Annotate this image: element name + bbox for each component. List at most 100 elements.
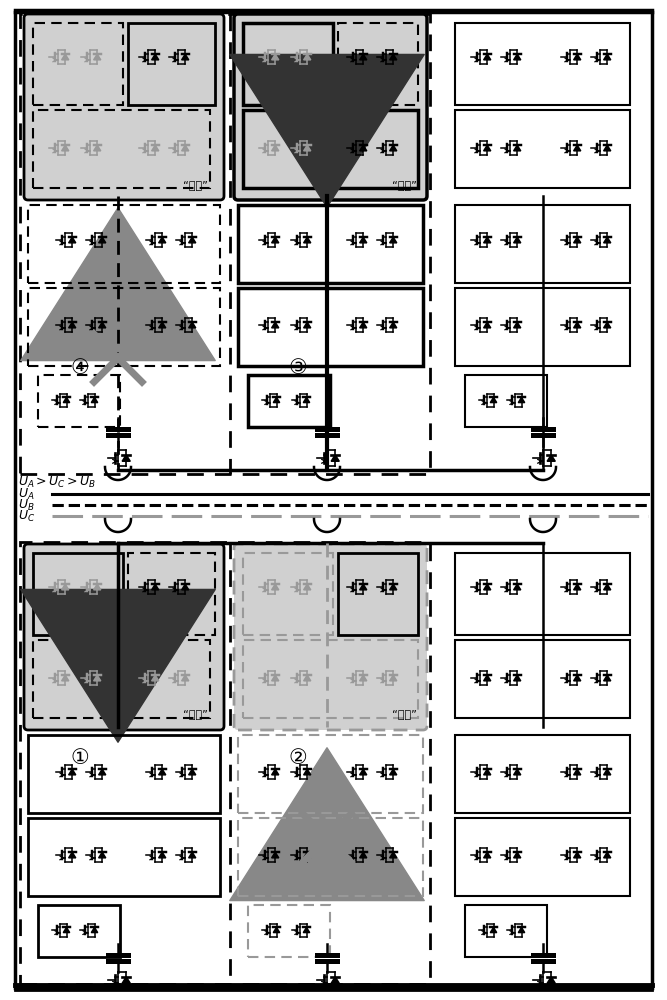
Polygon shape	[574, 769, 581, 775]
Polygon shape	[484, 769, 491, 775]
Bar	[465, 905, 547, 957]
Polygon shape	[514, 675, 521, 681]
Polygon shape	[574, 237, 581, 243]
Text: ②: ②	[289, 748, 307, 768]
Polygon shape	[514, 584, 521, 590]
Polygon shape	[69, 852, 76, 858]
Polygon shape	[181, 675, 189, 681]
Polygon shape	[99, 237, 106, 243]
Polygon shape	[303, 675, 311, 681]
Polygon shape	[574, 145, 581, 151]
Polygon shape	[271, 584, 279, 590]
Polygon shape	[390, 675, 397, 681]
Polygon shape	[303, 322, 311, 328]
Polygon shape	[331, 977, 340, 983]
Bar	[338, 553, 418, 635]
Bar	[128, 553, 215, 635]
Bar	[338, 23, 418, 105]
Polygon shape	[331, 455, 340, 461]
Polygon shape	[514, 54, 521, 60]
Polygon shape	[574, 852, 581, 858]
Polygon shape	[181, 54, 189, 60]
Polygon shape	[360, 322, 367, 328]
Text: ①: ①	[71, 748, 89, 768]
Polygon shape	[604, 769, 611, 775]
Polygon shape	[91, 397, 98, 403]
Bar	[248, 375, 330, 427]
Polygon shape	[490, 927, 497, 933]
Polygon shape	[189, 237, 196, 243]
Polygon shape	[303, 927, 309, 933]
Polygon shape	[303, 54, 311, 60]
Polygon shape	[604, 852, 611, 858]
Bar	[38, 375, 120, 427]
Bar	[33, 553, 123, 635]
Polygon shape	[484, 237, 491, 243]
Text: “切除”: “切除”	[183, 180, 208, 190]
FancyBboxPatch shape	[234, 544, 427, 730]
Bar	[33, 110, 210, 188]
Text: $U_B$: $U_B$	[18, 497, 35, 513]
Polygon shape	[271, 675, 279, 681]
Bar	[28, 818, 220, 896]
Bar	[238, 288, 423, 366]
Polygon shape	[63, 927, 70, 933]
Bar	[243, 640, 418, 718]
Polygon shape	[390, 852, 397, 858]
Polygon shape	[518, 927, 525, 933]
Polygon shape	[484, 322, 491, 328]
Polygon shape	[189, 322, 196, 328]
Polygon shape	[490, 397, 497, 403]
Polygon shape	[91, 927, 98, 933]
Polygon shape	[514, 852, 521, 858]
Text: $U_C$: $U_C$	[18, 508, 35, 524]
Polygon shape	[61, 675, 69, 681]
Polygon shape	[69, 322, 76, 328]
FancyBboxPatch shape	[234, 14, 427, 200]
Polygon shape	[303, 852, 311, 858]
Text: “切除”: “切除”	[183, 709, 208, 719]
Polygon shape	[159, 322, 166, 328]
Polygon shape	[159, 852, 166, 858]
Polygon shape	[99, 322, 106, 328]
Polygon shape	[360, 852, 367, 858]
Polygon shape	[151, 54, 159, 60]
Bar	[455, 288, 630, 366]
Bar	[455, 735, 630, 813]
Bar	[455, 23, 630, 105]
Polygon shape	[547, 977, 556, 983]
Polygon shape	[574, 322, 581, 328]
Polygon shape	[604, 675, 611, 681]
Bar	[238, 735, 423, 813]
Polygon shape	[159, 769, 166, 775]
Polygon shape	[271, 237, 279, 243]
Polygon shape	[574, 584, 581, 590]
Polygon shape	[390, 145, 397, 151]
Text: “切除”: “切除”	[392, 709, 417, 719]
FancyBboxPatch shape	[24, 14, 224, 200]
Bar	[243, 110, 418, 188]
Polygon shape	[604, 237, 611, 243]
Polygon shape	[303, 584, 311, 590]
Polygon shape	[484, 852, 491, 858]
Polygon shape	[360, 54, 367, 60]
Text: ④: ④	[71, 358, 89, 378]
Polygon shape	[574, 675, 581, 681]
FancyBboxPatch shape	[24, 544, 224, 730]
Polygon shape	[61, 145, 69, 151]
Bar	[28, 735, 220, 813]
Bar	[455, 818, 630, 896]
Polygon shape	[514, 769, 521, 775]
Polygon shape	[93, 584, 101, 590]
Polygon shape	[273, 927, 279, 933]
Polygon shape	[484, 675, 491, 681]
Polygon shape	[63, 397, 70, 403]
Polygon shape	[514, 145, 521, 151]
Text: $U_A$$>$$U_C$$>$$U_B$: $U_A$$>$$U_C$$>$$U_B$	[18, 474, 97, 490]
Bar	[238, 205, 423, 283]
Polygon shape	[390, 769, 397, 775]
Polygon shape	[151, 584, 159, 590]
Polygon shape	[303, 237, 311, 243]
Polygon shape	[159, 237, 166, 243]
Bar	[243, 23, 333, 105]
